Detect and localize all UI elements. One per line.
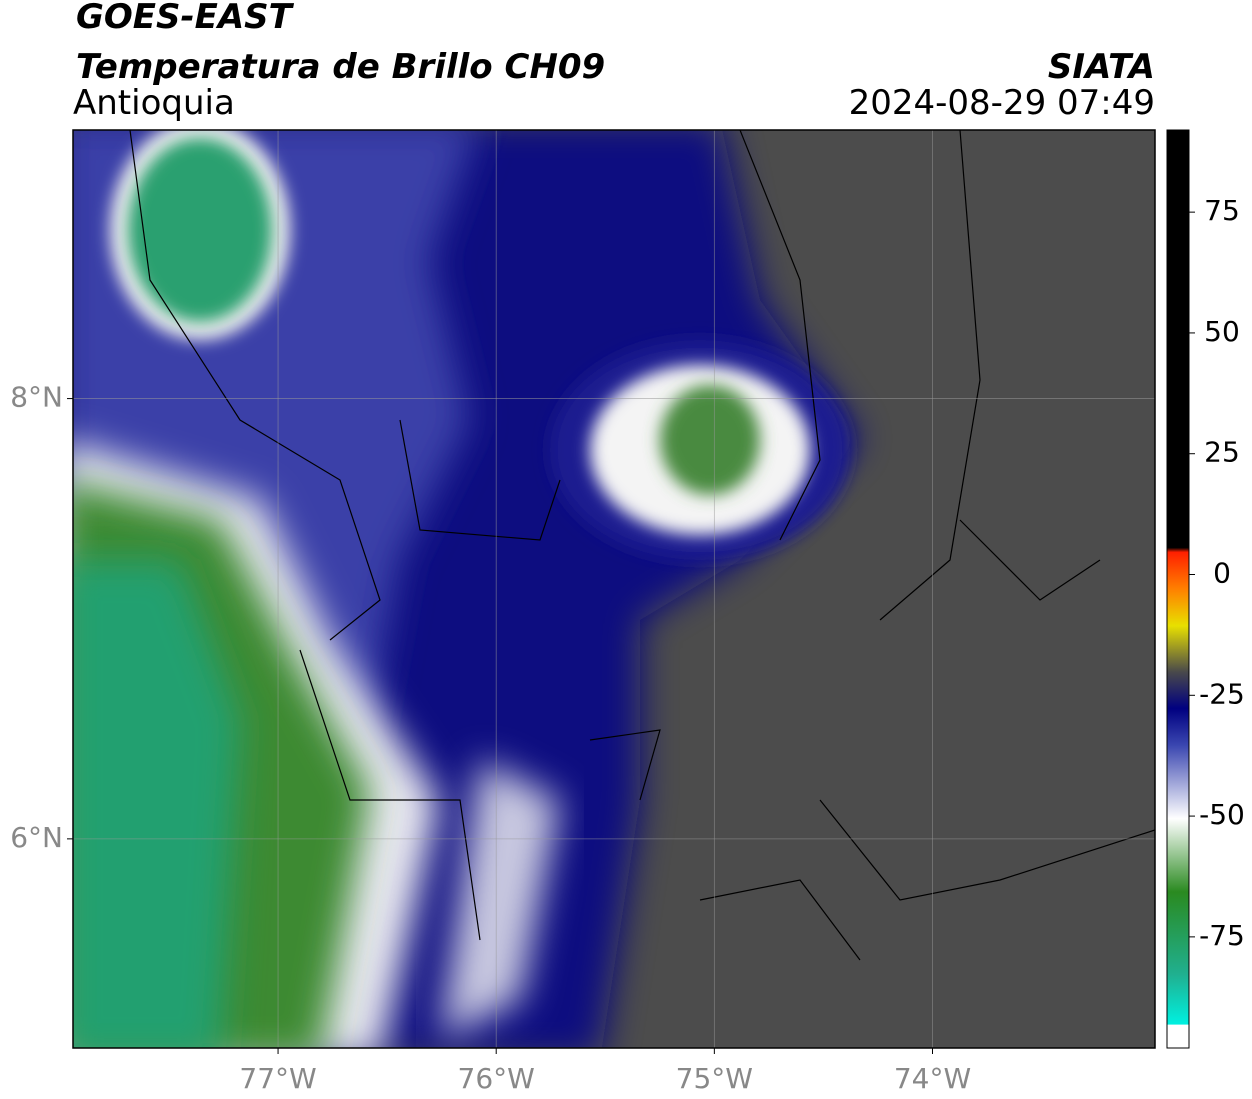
lon-tick-label: 74°W <box>894 1062 971 1095</box>
lat-tick-label: 8°N <box>10 381 63 414</box>
colorbar-tick-label: 50 <box>1204 315 1240 348</box>
colorbar-tick-label: 75 <box>1204 194 1240 227</box>
colorbar <box>1166 129 1190 1049</box>
colorbar-tick-label: -75 <box>1199 919 1245 952</box>
lon-tick-label: 76°W <box>458 1062 535 1095</box>
lon-tick-label: 75°W <box>676 1062 753 1095</box>
lat-tick-label: 6°N <box>10 821 63 854</box>
source-label: SIATA <box>1048 47 1155 87</box>
product-title: Temperatura de Brillo CH09 <box>76 47 605 87</box>
lon-tick-label: 77°W <box>239 1062 316 1095</box>
datetime-label: 2024-08-29 07:49 <box>849 83 1155 123</box>
region-label: Antioquia <box>73 83 235 123</box>
colorbar-tick-label: 0 <box>1213 557 1231 590</box>
map-frame <box>72 129 1156 1049</box>
satellite-title: GOES-EAST <box>76 0 295 37</box>
colorbar-tick-label: 25 <box>1204 436 1240 469</box>
graticule <box>73 130 1155 1048</box>
satellite-image <box>73 130 1155 1048</box>
colorbar-tick-label: -50 <box>1199 798 1245 831</box>
colorbar-tick-label: -25 <box>1199 677 1245 710</box>
